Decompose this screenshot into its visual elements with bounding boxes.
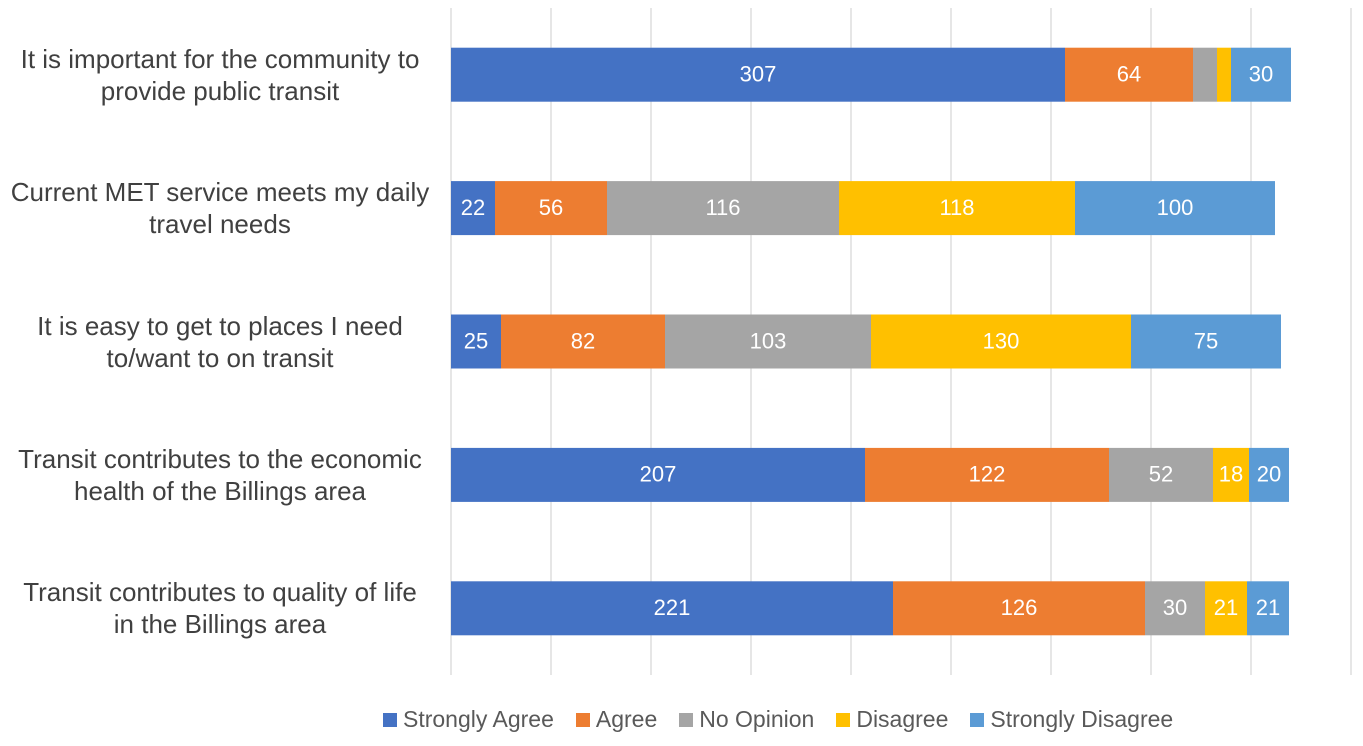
bar-segment [865, 447, 1109, 502]
legend-label: Agree [595, 706, 658, 732]
data-label: 82 [571, 328, 595, 353]
legend-item: Strongly Agree [383, 706, 554, 733]
legend-item: No Opinion [679, 706, 814, 733]
legend-item: Strongly Disagree [970, 706, 1173, 733]
data-label: 30 [1249, 62, 1273, 87]
category-label: Transit contributes to quality of life i… [23, 577, 417, 640]
data-label: 307 [740, 62, 777, 87]
data-label: 221 [654, 595, 691, 620]
legend-item: Agree [575, 706, 658, 733]
legend-label: No Opinion [699, 706, 815, 732]
data-label: 52 [1149, 462, 1173, 487]
legend-label: Disagree [856, 706, 949, 732]
legend-swatch [970, 712, 985, 727]
data-label: 118 [939, 195, 974, 220]
bar-segment [501, 314, 665, 369]
data-label: 75 [1194, 328, 1218, 353]
data-label: 116 [705, 195, 740, 220]
legend-swatch [836, 712, 851, 727]
data-label: 130 [983, 328, 1020, 353]
legend-swatch [383, 712, 397, 727]
data-label: 64 [1117, 62, 1141, 87]
data-label: 126 [1001, 595, 1038, 620]
bar-segment [451, 181, 495, 236]
bar-segment [1231, 47, 1291, 102]
bar-segment [451, 47, 1065, 102]
data-label: 100 [1157, 195, 1194, 220]
bar-segment [1145, 581, 1205, 636]
data-label: 22 [461, 195, 485, 220]
data-label: 207 [640, 462, 677, 487]
bar-segment [839, 181, 1075, 236]
data-label: 21 [1256, 595, 1280, 620]
data-label: 103 [750, 328, 787, 353]
data-label: 30 [1163, 595, 1187, 620]
legend-label: Strongly Agree [403, 706, 554, 732]
data-label: 56 [539, 195, 563, 220]
bar-segment [893, 581, 1145, 636]
bar-segment [871, 314, 1131, 369]
data-label: 18 [1219, 462, 1243, 487]
data-label: 122 [969, 462, 1006, 487]
bar-segment [1109, 447, 1213, 502]
bar-segment [451, 314, 501, 369]
bar-segment [1205, 581, 1247, 636]
legend-swatch [575, 712, 590, 727]
category-label: It is easy to get to places I need to/wa… [37, 310, 403, 373]
category-label: It is important for the community to pro… [20, 43, 420, 106]
legend-swatch [679, 712, 694, 727]
bar-segment [607, 181, 839, 236]
bar-segment [495, 181, 607, 236]
bar-segment [1193, 47, 1217, 102]
legend: Strongly Agree Agree No Opinion Disagree Str… [383, 706, 1173, 733]
bar-segment [1247, 581, 1289, 636]
bar-segment [451, 447, 865, 502]
bar-segment [1249, 447, 1289, 502]
data-label: 21 [1214, 595, 1238, 620]
legend-item: Disagree [836, 706, 948, 733]
bar-segment [1131, 314, 1281, 369]
bar-segment [1075, 181, 1275, 236]
legend-label: Strongly Disagree [990, 706, 1174, 732]
bar-segment [451, 581, 893, 636]
bar-segment [665, 314, 871, 369]
data-label: 25 [464, 328, 488, 353]
bar-segment [1213, 447, 1249, 502]
bar-segment [1065, 47, 1193, 102]
category-label: Current MET service meets my daily trave… [10, 177, 430, 240]
category-label: Transit contributes to the economic heal… [18, 443, 422, 506]
bar-segment [1217, 47, 1231, 102]
data-label: 20 [1257, 462, 1281, 487]
